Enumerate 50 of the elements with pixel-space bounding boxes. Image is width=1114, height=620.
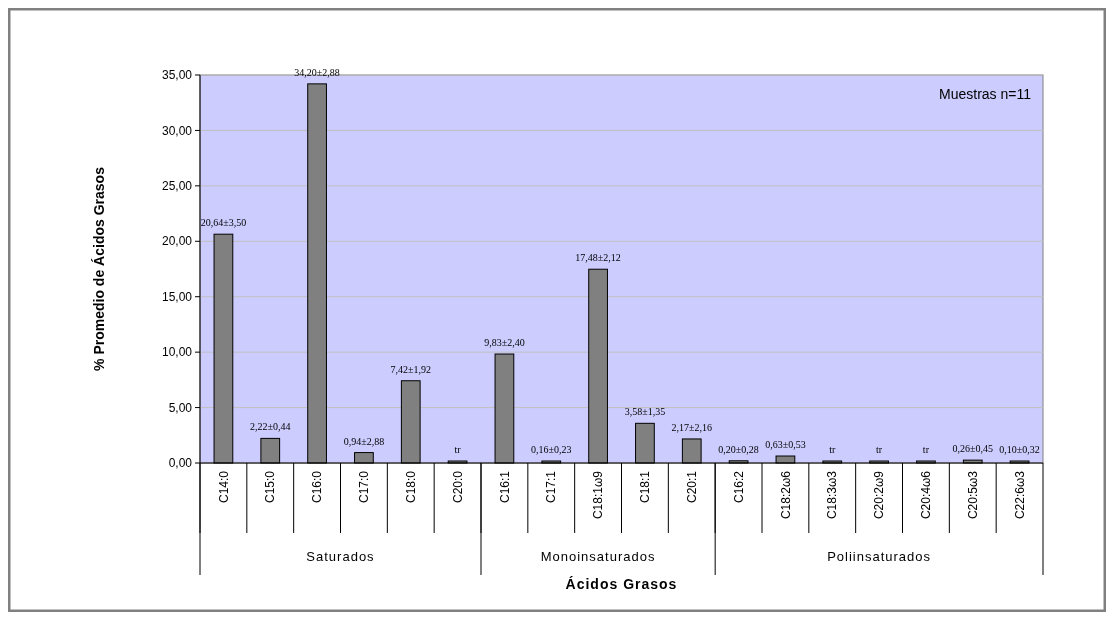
- x-tick-label: C16:2: [731, 470, 746, 504]
- x-tick-label: C14:0: [216, 470, 231, 504]
- data-label: 34,20±2,88: [294, 66, 340, 78]
- x-tick-label: C20:0: [450, 470, 465, 504]
- x-tick-label: C15:0: [263, 470, 278, 504]
- text: Monoinsaturados: [540, 549, 656, 564]
- annotation: Muestras n=11: [939, 86, 1032, 102]
- x-tick-label: C18:0: [403, 470, 418, 504]
- data-label: 2,17±2,16: [671, 421, 712, 433]
- x-axis-title: Ácidos Grasos: [565, 576, 678, 592]
- y-tick-label: 25,00: [161, 179, 193, 194]
- data-label: 3,58±1,35: [624, 406, 666, 418]
- data-label: 20,64±3,50: [200, 217, 247, 229]
- x-tick-label: C18:3ω3: [825, 470, 840, 520]
- x-tick-label: C16:1: [497, 470, 512, 504]
- y-axis-title: % Promedio de Ácidos Grasos: [91, 166, 107, 371]
- x-tick-label: C18:1: [638, 470, 653, 504]
- y-tick-label: 10,00: [161, 345, 193, 360]
- x-tick-label: C20:2ω9: [872, 470, 887, 520]
- y-tick-label: 5,00: [168, 400, 193, 415]
- y-tick-label: 15,00: [161, 289, 193, 304]
- text: Poliinsaturados: [827, 549, 932, 564]
- x-tick-label: C18:1ω9: [591, 470, 606, 520]
- data-label: tr: [922, 444, 930, 455]
- data-label: tr: [829, 444, 836, 455]
- data-label: 0,10±0,32: [999, 444, 1040, 455]
- x-tick-label: C18:2ω6: [778, 470, 793, 520]
- y-tick-label: 0,00: [168, 456, 193, 471]
- data-label: 2,22±0,44: [250, 421, 291, 433]
- data-label: 0,16±0,23: [531, 444, 572, 455]
- y-tick-label: 20,00: [161, 234, 193, 249]
- x-tick-label: C20:5ω3: [965, 470, 980, 520]
- x-tick-label: C20:1: [684, 470, 699, 504]
- y-tick-label: 30,00: [161, 123, 193, 138]
- data-label: 0,20±0,28: [718, 443, 759, 455]
- data-label: tr: [454, 444, 462, 455]
- x-tick-label: C22:6ω3: [1012, 470, 1027, 520]
- data-label: 0,94±2,88: [343, 435, 385, 447]
- text: Saturados: [306, 549, 375, 564]
- data-label: 9,83±2,40: [484, 337, 525, 349]
- data-label: 17,48±2,12: [575, 252, 621, 264]
- data-label: tr: [876, 444, 883, 455]
- x-tick-label: C20:4ω6: [919, 470, 934, 520]
- x-tick-label: C17:1: [544, 470, 559, 504]
- y-tick-label: 35,00: [161, 68, 193, 83]
- data-label: 0,63±0,53: [765, 439, 806, 451]
- data-label: 7,42±1,92: [390, 363, 431, 375]
- x-tick-label: C17:0: [357, 470, 372, 504]
- x-tick-label: C16:0: [310, 470, 325, 504]
- data-label: 0,26±0,45: [952, 443, 993, 455]
